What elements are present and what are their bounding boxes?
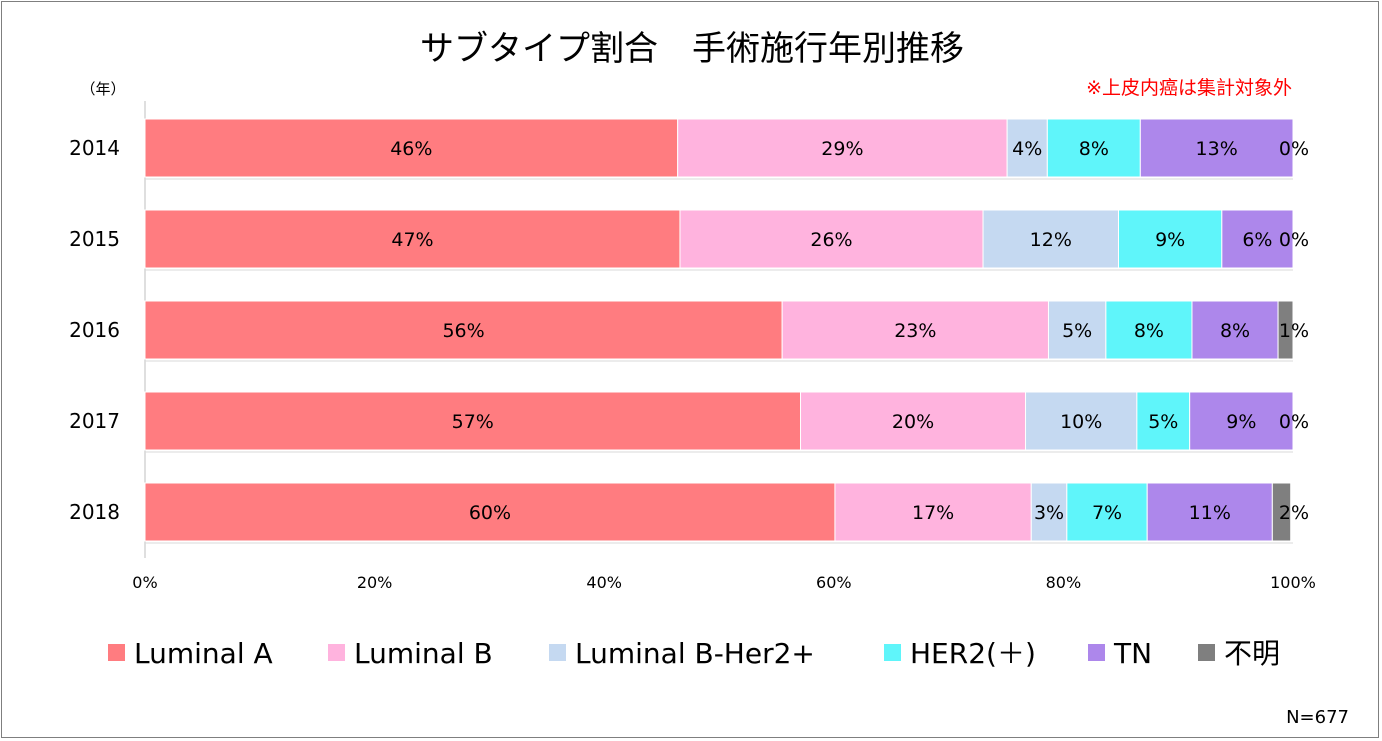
data-label: 5% [1062, 320, 1092, 342]
y-tick-label: 2017 [69, 409, 120, 433]
data-label: 60% [469, 502, 511, 524]
legend-swatch [1198, 644, 1215, 661]
data-label: 10% [1060, 411, 1102, 433]
bar-segment [1006, 118, 1048, 178]
bar-segment [144, 209, 681, 269]
data-label: 12% [1030, 229, 1072, 251]
bar-segment [1189, 391, 1294, 451]
bar-segment [1139, 118, 1294, 178]
data-label: 13% [1196, 138, 1238, 160]
data-label: 8% [1220, 320, 1250, 342]
bar-segment [834, 482, 1032, 542]
data-label: 47% [391, 229, 433, 251]
y-axis-label: （年） [80, 80, 125, 98]
data-label: 1% [1279, 320, 1309, 342]
bar-segment [982, 209, 1120, 269]
data-label: 3% [1034, 502, 1064, 524]
legend-label: Luminal A [134, 637, 273, 670]
legend-swatch [108, 644, 125, 661]
y-tick-label: 2018 [69, 500, 120, 524]
data-label: 5% [1148, 411, 1178, 433]
bar-segment [1030, 482, 1068, 542]
legend-label: 不明 [1224, 637, 1280, 670]
bar-segment [144, 300, 783, 360]
legend: Luminal A Luminal B Luminal B-Her2+ HER2(＋)… [108, 637, 1280, 670]
x-tick-label: 60% [816, 573, 852, 592]
bar-segment [144, 118, 679, 178]
bar-segment [144, 482, 836, 542]
y-tick-label: 2014 [69, 136, 120, 160]
bar-segment [1271, 482, 1292, 542]
data-label: 17% [912, 502, 954, 524]
legend-label: Luminal B [354, 637, 493, 670]
exclusion-note: ※上皮内癌は集計対象外 [1086, 77, 1292, 99]
legend-swatch [328, 644, 345, 661]
y-tick-label: 2016 [69, 318, 120, 342]
chart-title: サブタイプ割合 手術施行年別推移 [420, 29, 964, 69]
legend-swatch [884, 644, 901, 661]
bar-segment [1025, 391, 1138, 451]
bar-segment [1105, 300, 1193, 360]
data-label: 23% [894, 320, 936, 342]
bar-segment [679, 209, 984, 269]
y-tick-label: 2015 [69, 227, 120, 251]
data-label: 11% [1189, 502, 1231, 524]
bar-segment [1047, 300, 1107, 360]
data-label: 0% [1279, 411, 1309, 433]
legend-label: TN [1113, 637, 1152, 670]
data-label: 9% [1155, 229, 1185, 251]
data-label: 46% [390, 138, 432, 160]
bar-segment [1136, 391, 1191, 451]
data-label: 7% [1092, 502, 1122, 524]
x-tick-label: 0% [132, 573, 157, 592]
bar-segment [1118, 209, 1223, 269]
legend-swatch [1088, 644, 1105, 661]
data-label: 8% [1134, 320, 1164, 342]
bar-segment [781, 300, 1049, 360]
data-label: 6% [1242, 229, 1272, 251]
data-label: 26% [810, 229, 852, 251]
legend-swatch [549, 644, 566, 661]
data-label: 56% [442, 320, 484, 342]
x-tick-label: 40% [586, 573, 622, 592]
bar-segment [1146, 482, 1273, 542]
legend-label: HER2(＋) [910, 637, 1036, 670]
x-tick-label: 100% [1270, 573, 1316, 592]
data-label: 29% [821, 138, 863, 160]
bar-segment [800, 391, 1027, 451]
data-label: 0% [1279, 229, 1309, 251]
data-label: 9% [1226, 411, 1256, 433]
data-label: 0% [1279, 138, 1309, 160]
bar-segment [677, 118, 1008, 178]
data-label: 8% [1079, 138, 1109, 160]
bar-segment [1046, 118, 1141, 178]
legend-label: Luminal B-Her2+ [575, 637, 815, 670]
data-label: 57% [452, 411, 494, 433]
bar-segment [1066, 482, 1148, 542]
data-label: 20% [892, 411, 934, 433]
data-label: 2% [1279, 502, 1309, 524]
x-tick-label: 20% [357, 573, 393, 592]
sample-size-note: N=677 [1286, 707, 1349, 728]
plot-area: 0% 20% 40% 60% 80% 100% 2014 46% 29% 4% 8% 13% 0% 201… [69, 101, 1316, 592]
bar-segment [1221, 209, 1294, 269]
x-tick-label: 80% [1046, 573, 1082, 592]
bar-segment [144, 391, 802, 451]
data-label: 4% [1012, 138, 1042, 160]
bar-segment [1277, 300, 1294, 360]
